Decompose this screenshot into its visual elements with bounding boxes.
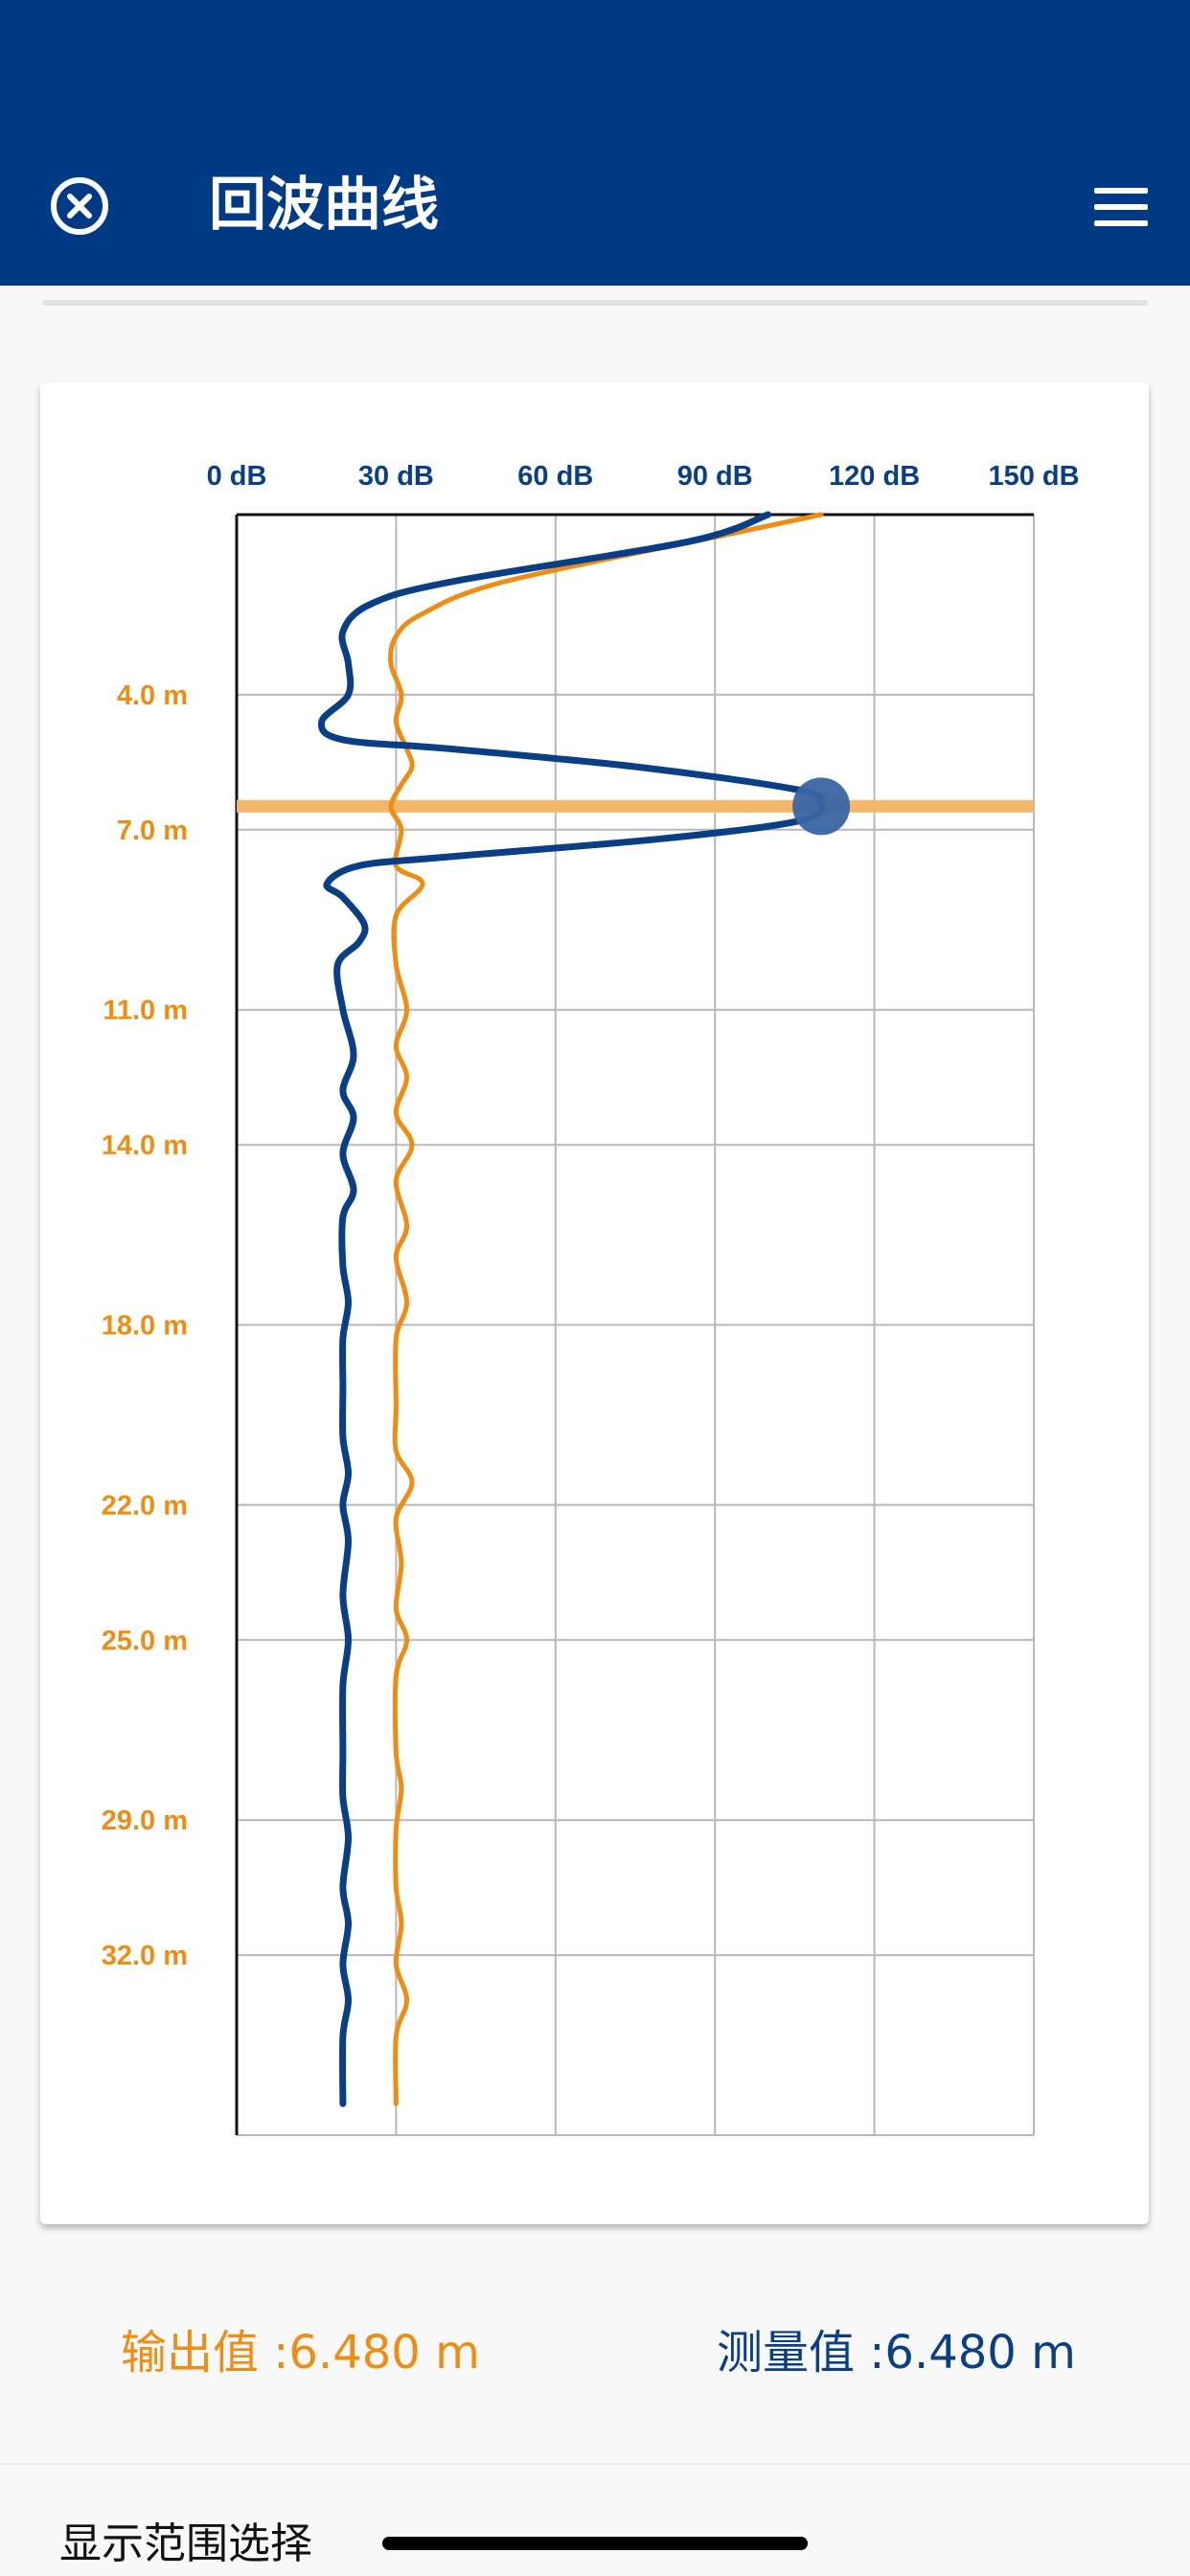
x-tick-label: 30 dB xyxy=(358,461,434,492)
y-tick-label: 14.0 m xyxy=(102,1131,188,1162)
app-bar: 回波曲线 xyxy=(0,0,1190,286)
y-tick-label: 11.0 m xyxy=(103,996,188,1026)
menu-button[interactable] xyxy=(1094,188,1148,230)
x-tick-label: 90 dB xyxy=(677,461,753,492)
measured-value-label: 测量值 :6.480 m xyxy=(717,2326,1076,2380)
echo-curve-reference xyxy=(388,512,824,2106)
y-tick-label: 32.0 m xyxy=(102,1941,188,1971)
y-tick-label: 25.0 m xyxy=(102,1625,188,1656)
echo-peak-marker xyxy=(792,777,851,836)
top-divider xyxy=(42,300,1148,306)
echo-curve-measured xyxy=(317,511,826,2107)
close-circle-icon xyxy=(51,177,108,235)
echo-curve-card: 0 dB 30 dB 60 dB 90 dB 120 dB 150 dB 4.0 m 7.0 … xyxy=(40,382,1149,2224)
x-tick-label: 120 dB xyxy=(829,461,920,492)
echo-curve-chart[interactable]: 0 dB 30 dB 60 dB 90 dB 120 dB 150 dB 4.0 m 7.0 … xyxy=(40,382,1149,2224)
output-value-label: 输出值 :6.480 m xyxy=(121,2326,480,2380)
x-tick-label: 150 dB xyxy=(988,461,1079,492)
y-tick-label: 29.0 m xyxy=(102,1806,188,1836)
y-tick-label: 18.0 m xyxy=(102,1311,188,1342)
section-divider xyxy=(0,2463,1190,2465)
x-tick-label: 60 dB xyxy=(517,461,593,492)
close-button[interactable] xyxy=(50,176,109,240)
y-tick-label: 7.0 m xyxy=(117,816,188,846)
x-tick-label: 0 dB xyxy=(207,461,267,492)
display-range-selection-label[interactable]: 显示范围选择 xyxy=(59,2519,312,2568)
y-tick-label: 4.0 m xyxy=(117,680,188,711)
y-tick-label: 22.0 m xyxy=(102,1490,188,1521)
page-title: 回波曲线 xyxy=(209,172,439,239)
home-indicator xyxy=(382,2537,808,2550)
hamburger-menu-icon xyxy=(1094,188,1148,226)
